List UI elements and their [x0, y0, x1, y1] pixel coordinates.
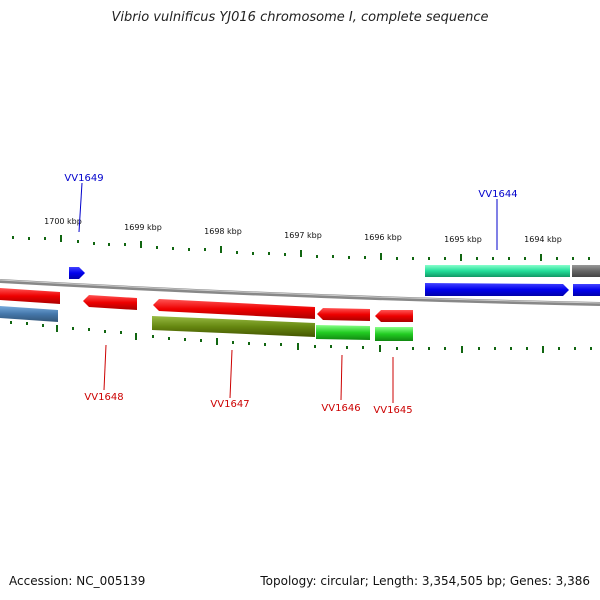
gene-blue-forward-arrow-right[interactable]	[573, 284, 600, 296]
gene-label-vv1645[interactable]: VV1645	[373, 405, 412, 416]
map-title: Vibrio vulnificus YJ016 chromosome I, co…	[111, 10, 489, 25]
gene-vv1647-arrow[interactable]	[153, 299, 315, 319]
gene-label-vv1644[interactable]: VV1644	[478, 189, 517, 200]
gene-blue-forward-arrow[interactable]	[425, 283, 569, 296]
gene-vv1645-green[interactable]	[375, 327, 413, 341]
gene-vv1647-olive[interactable]	[152, 316, 315, 337]
leader-lines	[78, 182, 498, 403]
gene-gray-arrow[interactable]	[572, 265, 600, 277]
gene-steel-left-edge[interactable]	[0, 306, 58, 322]
gene-vv1648-arrow[interactable]	[83, 295, 137, 310]
gene-vv1645-arrow[interactable]	[375, 310, 413, 322]
accession-text: Accession: NC_005139	[9, 574, 146, 588]
gene-label-vv1649[interactable]: VV1649	[64, 173, 103, 184]
gene-vv1649-arrow[interactable]	[69, 267, 85, 279]
kbp-label: 1694 kbp	[524, 235, 562, 244]
gene-vv1646-green[interactable]	[316, 325, 370, 340]
kbp-label: 1700 kbp	[44, 217, 82, 226]
gene-label-vv1648[interactable]: VV1648	[84, 392, 123, 403]
gene-vv1646-arrow[interactable]	[317, 308, 370, 321]
gene-label-vv1647[interactable]: VV1647	[210, 399, 249, 410]
kbp-label: 1695 kbp	[444, 235, 482, 244]
kbp-label: 1696 kbp	[364, 233, 402, 242]
gene-label-vv1646[interactable]: VV1646	[321, 403, 360, 414]
chromosome-backbone	[0, 279, 600, 306]
upper-tick-track	[12, 235, 590, 261]
gene-vv1644-arrow[interactable]	[425, 265, 570, 277]
topology-text: Topology: circular; Length: 3,354,505 bp…	[260, 574, 590, 588]
kbp-label: 1698 kbp	[204, 227, 242, 236]
lower-tick-track	[10, 321, 592, 353]
gene-red-left-edge[interactable]	[0, 288, 60, 304]
kbp-label: 1699 kbp	[124, 223, 162, 232]
kbp-label: 1697 kbp	[284, 231, 322, 240]
kbp-labels: 1700 kbp 1699 kbp 1698 kbp 1697 kbp 1696…	[44, 217, 562, 244]
